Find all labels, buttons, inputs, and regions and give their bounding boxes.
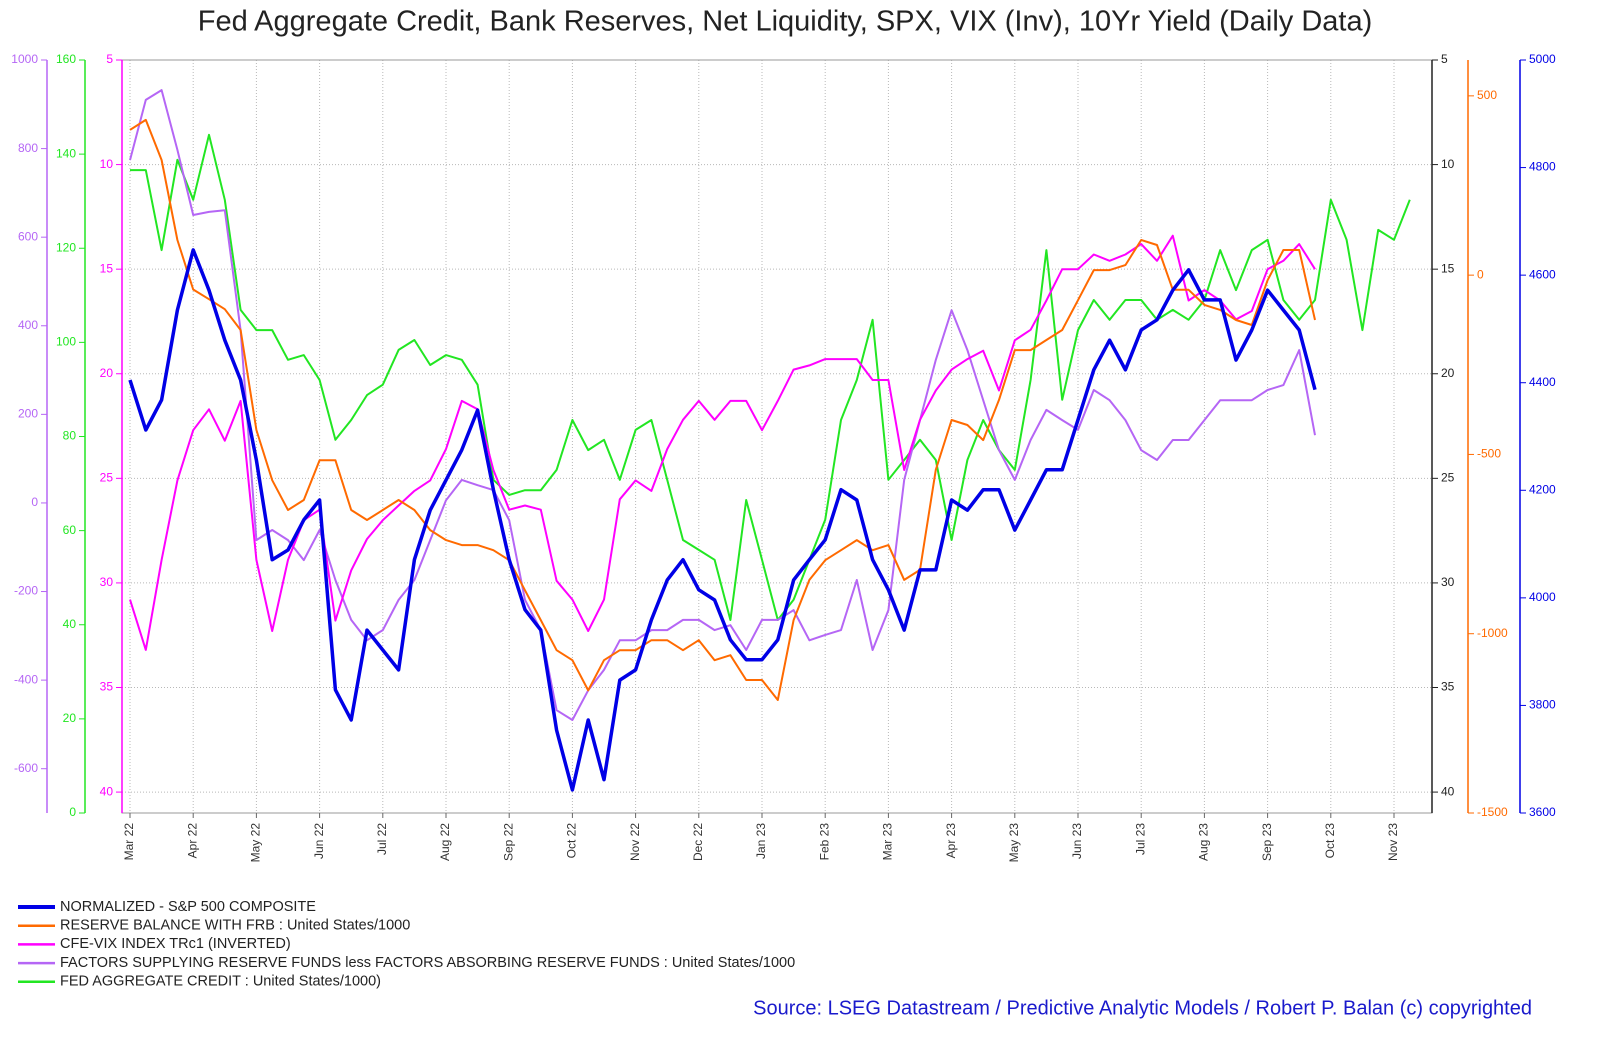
y-tick-label: -200 (14, 584, 38, 598)
series-line (129, 234, 1316, 651)
legend-label: FED AGGREGATE CREDIT : United States/100… (60, 974, 381, 990)
x-tick-label: Aug 23 (1197, 823, 1211, 861)
x-tick-label: Jul 23 (1133, 823, 1147, 855)
y-tick-label: 600 (18, 229, 38, 243)
x-tick-label: Apr 22 (185, 823, 199, 859)
y-tick-label: 30 (100, 575, 114, 589)
y-tick-label: -600 (14, 761, 38, 775)
y-tick-label: 1000 (11, 52, 38, 66)
chart-title: Fed Aggregate Credit, Bank Reserves, Net… (198, 6, 1373, 38)
y-tick-label: 4200 (1529, 482, 1556, 496)
y-tick-label: 120 (56, 240, 76, 254)
x-tick-label: Sep 23 (1260, 823, 1274, 861)
y-tick-label: 5 (1441, 52, 1448, 66)
y-tick-label: 20 (1441, 366, 1455, 380)
y-tick-label: 10 (1441, 157, 1455, 171)
legend-label: CFE-VIX INDEX TRc1 (INVERTED) (60, 936, 291, 952)
x-tick-label: Mar 23 (881, 823, 895, 861)
y-tick-label: 35 (100, 680, 114, 694)
source-note: Source: LSEG Datastream / Predictive Ana… (753, 997, 1532, 1019)
x-tick-label: Jul 22 (375, 823, 389, 855)
y-tick-label: 25 (1441, 471, 1455, 485)
y-tick-label: 800 (18, 141, 38, 155)
y-tick-label: 3600 (1529, 805, 1556, 819)
x-tick-label: Jun 23 (1070, 823, 1084, 859)
y-tick-label: 80 (63, 429, 77, 443)
series-line (130, 133, 1411, 621)
y-tick-label: 0 (31, 495, 38, 509)
x-tick-label: Mar 22 (122, 823, 136, 861)
x-tick-label: Sep 22 (501, 823, 515, 861)
y-tick-label: 4800 (1529, 160, 1556, 174)
y-tick-label: 25 (100, 471, 114, 485)
series-line (128, 248, 1317, 792)
series-line (129, 89, 1316, 721)
y-tick-label: 4600 (1529, 267, 1556, 281)
legend-label: RESERVE BALANCE WITH FRB : United States… (60, 918, 410, 934)
y-tick-label: 60 (63, 523, 77, 537)
x-tick-label: May 22 (249, 823, 263, 863)
y-tick-label: 15 (1441, 261, 1455, 275)
y-tick-label: -500 (1477, 447, 1501, 461)
x-tick-label: Oct 22 (565, 823, 579, 859)
x-tick-label: Apr 23 (944, 823, 958, 859)
x-tick-label: Nov 22 (628, 823, 642, 861)
y-tick-label: 160 (56, 52, 76, 66)
y-tick-label: 0 (1477, 267, 1484, 281)
y-tick-label: 100 (56, 335, 76, 349)
y-tick-label: 4000 (1529, 590, 1556, 604)
y-tick-label: 20 (63, 711, 77, 725)
y-tick-label: 40 (63, 617, 77, 631)
y-tick-label: 30 (1441, 575, 1455, 589)
x-tick-label: Nov 23 (1386, 823, 1400, 861)
y-tick-label: 140 (56, 146, 76, 160)
y-tick-label: 4400 (1529, 375, 1556, 389)
y-tick-label: -400 (14, 672, 38, 686)
y-tick-label: 0 (69, 805, 76, 819)
y-tick-label: 35 (1441, 680, 1455, 694)
y-tick-label: 10 (100, 157, 114, 171)
y-tick-label: 3800 (1529, 698, 1556, 712)
x-tick-label: Jun 22 (312, 823, 326, 859)
y-tick-label: 40 (100, 784, 114, 798)
x-tick-label: Oct 23 (1323, 823, 1337, 859)
y-tick-label: 15 (100, 261, 114, 275)
series-line (129, 118, 1316, 701)
x-tick-label: Jan 23 (754, 823, 768, 859)
y-tick-label: 20 (100, 366, 114, 380)
x-tick-label: May 23 (1007, 823, 1021, 863)
y-tick-label: 400 (18, 318, 38, 332)
x-tick-label: Aug 22 (438, 823, 452, 861)
x-tick-label: Dec 22 (691, 823, 705, 861)
x-tick-label: Feb 23 (817, 823, 831, 861)
legend-label: FACTORS SUPPLYING RESERVE FUNDS less FAC… (60, 955, 795, 971)
legend-label: NORMALIZED - S&P 500 COMPOSITE (60, 899, 316, 915)
y-tick-label: 500 (1477, 88, 1497, 102)
y-tick-label: -1500 (1477, 805, 1508, 819)
y-tick-label: 5 (106, 52, 113, 66)
y-tick-label: 5000 (1529, 52, 1556, 66)
y-tick-label: 40 (1441, 784, 1455, 798)
y-tick-label: -1000 (1477, 626, 1508, 640)
y-tick-label: 200 (18, 407, 38, 421)
